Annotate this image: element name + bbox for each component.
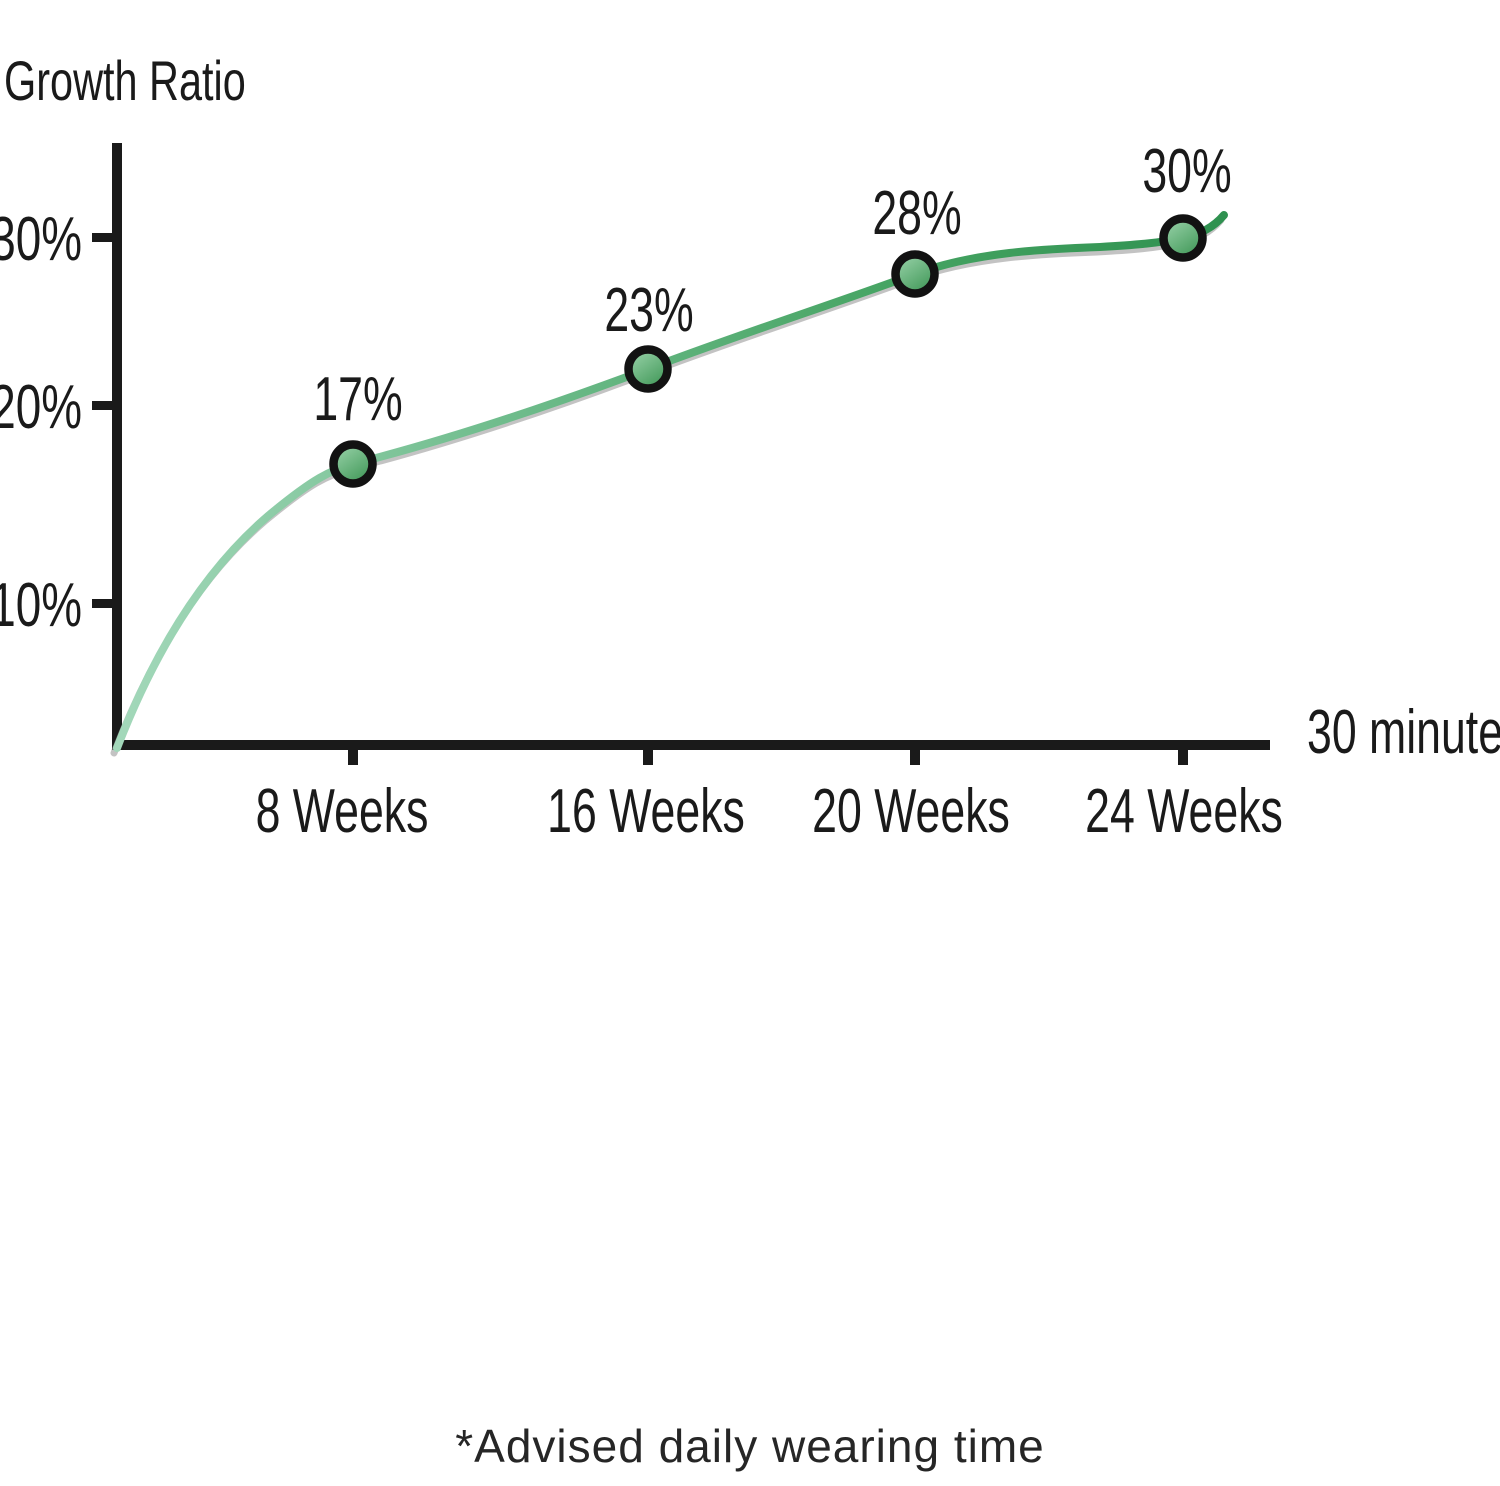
y-tick-10	[92, 599, 114, 608]
y-tick-label-10: 10%	[0, 570, 82, 639]
point-label-20-weeks: 28%	[872, 179, 961, 248]
point-label-24-weeks: 30%	[1142, 137, 1231, 206]
point-label-16-weeks: 23%	[604, 276, 693, 345]
data-point-20-weeks	[891, 250, 939, 298]
data-point-8-weeks	[329, 440, 377, 488]
y-tick-30	[92, 233, 114, 242]
x-tick-24-weeks	[1178, 750, 1188, 765]
footnote: *Advised daily wearing time	[455, 1420, 1045, 1472]
point-label-8-weeks: 17%	[313, 365, 402, 434]
x-axis-line	[112, 740, 1270, 750]
x-axis-end-label: 30 minutes	[1307, 698, 1500, 767]
y-tick-label-30: 30%	[0, 204, 82, 273]
x-tick-label-24-weeks: 24 Weeks	[1085, 777, 1283, 846]
y-tick-20	[92, 401, 114, 410]
x-tick-label-8-weeks: 8 Weeks	[256, 777, 429, 846]
x-tick-label-16-weeks: 16 Weeks	[547, 777, 745, 846]
growth-curve	[113, 211, 1228, 752]
chart-title: Growth Ratio	[4, 50, 246, 113]
x-tick-20-weeks	[910, 750, 920, 765]
x-tick-8-weeks	[348, 750, 358, 765]
y-axis-line	[112, 143, 122, 750]
y-tick-label-20: 20%	[0, 372, 82, 441]
data-point-16-weeks	[624, 345, 672, 393]
x-tick-16-weeks	[643, 750, 653, 765]
data-point-24-weeks	[1159, 214, 1207, 262]
x-tick-label-20-weeks: 20 Weeks	[812, 777, 1010, 846]
